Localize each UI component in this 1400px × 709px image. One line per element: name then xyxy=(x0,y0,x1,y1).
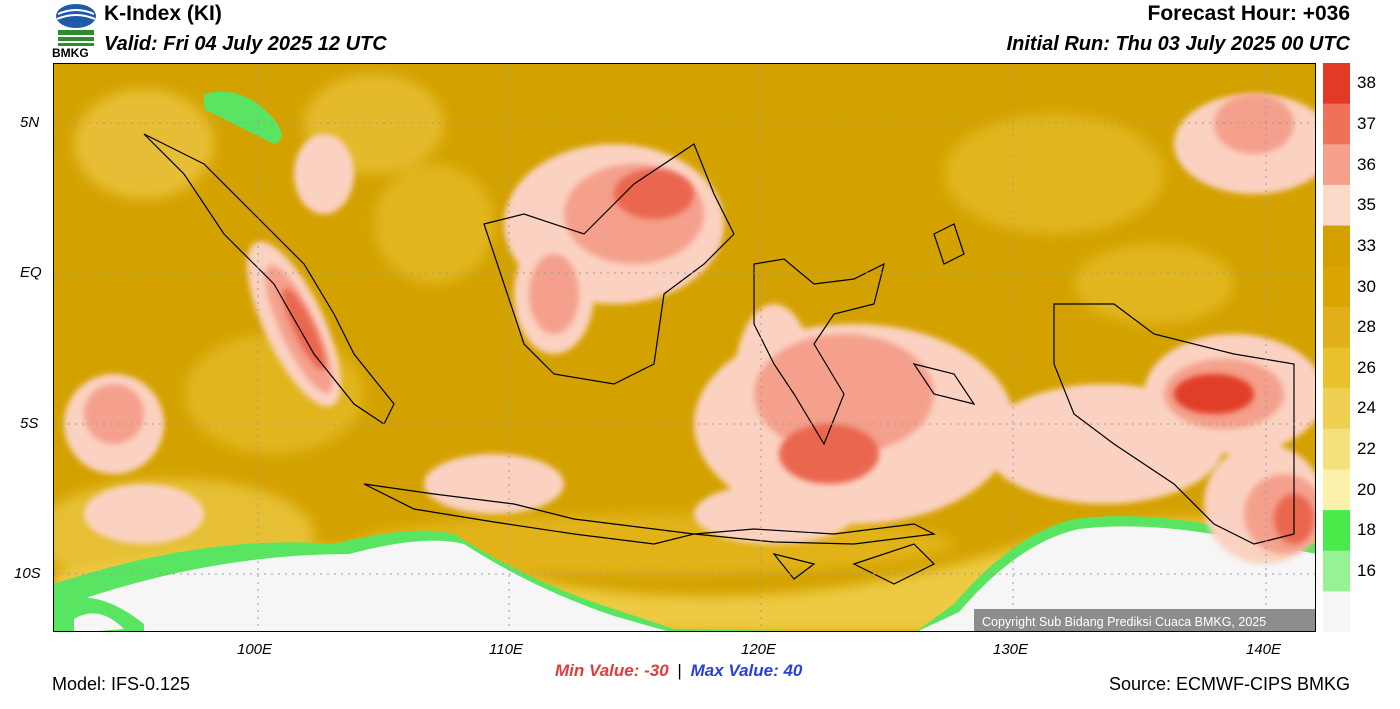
lat-label-eq: EQ xyxy=(20,264,42,281)
colorbar-swatch xyxy=(1323,591,1350,633)
colorbar-tick-label: 16 xyxy=(1357,561,1376,581)
colorbar-swatch xyxy=(1323,103,1350,145)
lat-label-10s: 10S xyxy=(14,565,41,582)
k-index-map: Copyright Sub Bidang Prediksi Cuaca BMKG… xyxy=(53,63,1316,632)
model-label: Model: IFS-0.125 xyxy=(52,674,191,694)
colorbar xyxy=(1323,63,1350,633)
blank-south xyxy=(54,526,1315,631)
colorbar-swatch xyxy=(1323,144,1350,186)
colorbar-swatch xyxy=(1323,510,1350,552)
green-north xyxy=(204,91,282,144)
min-max-line: Min Value: -30 | Max Value: 40 xyxy=(555,661,802,681)
colorbar-swatch xyxy=(1323,225,1350,267)
colorbar-tick-label: 24 xyxy=(1357,398,1376,418)
colorbar-swatch xyxy=(1323,266,1350,308)
logo-text: BMKG xyxy=(52,46,89,60)
max-value: Max Value: 40 xyxy=(690,661,803,680)
min-value: Min Value: -30 xyxy=(555,661,669,680)
lon-label-110e: 110E xyxy=(489,641,523,658)
colorbar-swatch xyxy=(1323,63,1350,105)
copyright-box xyxy=(974,609,1315,631)
forecast-hour: Forecast Hour: +036 xyxy=(1147,2,1351,25)
separator: | xyxy=(677,661,682,680)
colorbar-swatch xyxy=(1323,347,1350,389)
colorbar-swatch xyxy=(1323,550,1350,592)
colorbar-tick-label: 26 xyxy=(1357,357,1376,377)
lat-label-5s: 5S xyxy=(20,415,39,432)
colorbar-tick-label: 38 xyxy=(1357,73,1376,93)
colorbar-swatches xyxy=(1323,63,1350,633)
initial-run: Initial Run: Thu 03 July 2025 00 UTC xyxy=(1006,33,1350,55)
gridlines xyxy=(54,64,1315,631)
chart-title: K-Index (KI) xyxy=(104,2,222,25)
colorbar-tick-label: 20 xyxy=(1357,479,1376,499)
colorbar-tick-label: 22 xyxy=(1357,439,1376,459)
bmkg-logo: BMKG xyxy=(52,2,100,60)
colorbar-tick-label: 33 xyxy=(1357,235,1376,255)
colorbar-swatch xyxy=(1323,428,1350,470)
lon-label-100e: 100E xyxy=(237,641,273,658)
valid-time: Valid: Fri 04 July 2025 12 UTC xyxy=(104,33,387,55)
colorbar-tick-label: 18 xyxy=(1357,520,1376,540)
colorbar-tick-label: 36 xyxy=(1357,154,1376,174)
colorbar-swatch xyxy=(1323,306,1350,348)
map-canvas: Copyright Sub Bidang Prediksi Cuaca BMKG… xyxy=(54,64,1315,631)
colorbar-tick-label: 28 xyxy=(1357,317,1376,337)
colorbar-swatch xyxy=(1323,388,1350,430)
colorbar-swatch xyxy=(1323,184,1350,227)
lon-label-120e: 120E xyxy=(741,641,777,658)
lat-label-5n: 5N xyxy=(20,114,40,131)
lon-label-140e: 140E xyxy=(1246,641,1282,658)
coastlines xyxy=(143,133,1295,585)
colorbar-labels: 38 37 36 35 33 30 28 26 24 22 20 18 16 xyxy=(1355,63,1395,632)
colorbar-tick-label: 37 xyxy=(1357,113,1376,133)
colorbar-tick-label: 30 xyxy=(1357,276,1376,296)
source-label: Source: ECMWF-CIPS BMKG xyxy=(1108,674,1350,694)
colorbar-tick-label: 35 xyxy=(1357,195,1376,215)
copyright-text: Copyright Sub Bidang Prediksi Cuaca BMKG… xyxy=(982,615,1266,629)
colorbar-swatch xyxy=(1323,469,1350,511)
lon-label-130e: 130E xyxy=(993,641,1029,658)
